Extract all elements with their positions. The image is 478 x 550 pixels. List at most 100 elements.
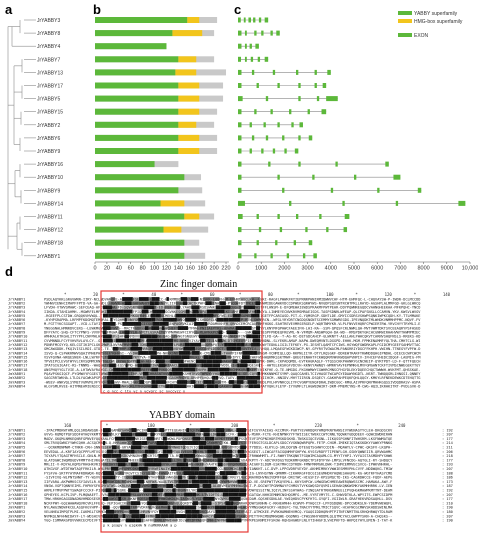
conserved-residue-block bbox=[214, 380, 222, 384]
conserved-residue-block bbox=[226, 346, 237, 351]
alignment-block-2: 160 * 180 * 200 * 220 * 240 JrYABBY1 -IPACPMDKWTHM… bbox=[8, 423, 453, 528]
conserved-residue-block bbox=[173, 322, 184, 326]
conserved-residue-block bbox=[139, 334, 152, 339]
exon-box bbox=[238, 69, 242, 75]
exon-box bbox=[272, 148, 276, 154]
conserved-residue-block bbox=[118, 313, 131, 318]
conserved-residue-block bbox=[133, 371, 143, 376]
exon-box bbox=[282, 135, 285, 141]
exon-box bbox=[238, 30, 242, 36]
conserved-residue-block bbox=[218, 330, 223, 335]
conserved-residue-block bbox=[117, 514, 123, 519]
conserved-residue-block bbox=[178, 363, 182, 368]
conserved-residue-block bbox=[110, 380, 115, 384]
conserved-residue-block bbox=[200, 338, 206, 343]
conserved-residue-block bbox=[132, 305, 139, 310]
conserved-residue-block bbox=[165, 384, 170, 389]
exon-box bbox=[238, 240, 242, 246]
conserved-residue-block bbox=[197, 514, 203, 519]
panel-d-letter: d bbox=[5, 264, 13, 279]
conserved-residue-block bbox=[248, 309, 255, 314]
conserved-residue-block bbox=[156, 466, 165, 471]
alignment-position-label: 100 bbox=[326, 292, 334, 297]
alignment-position-label: * bbox=[356, 423, 359, 428]
alignment-consensus: p k psapv n eiqkHA N nuMKRRAAR a p bbox=[103, 524, 177, 528]
sequence-name: JrYABBY4 bbox=[8, 310, 25, 314]
conserved-residue-block bbox=[244, 342, 252, 347]
conserved-residue-block bbox=[159, 338, 162, 343]
conserved-residue-block bbox=[234, 380, 237, 384]
conserved-residue-block bbox=[121, 346, 131, 351]
exon-box bbox=[277, 214, 280, 219]
exon-box bbox=[342, 200, 345, 206]
conserved-residue-block bbox=[204, 436, 210, 441]
conserved-residue-block bbox=[181, 449, 193, 454]
conserved-residue-block bbox=[228, 496, 241, 501]
conserved-residue-block bbox=[240, 313, 252, 318]
conserved-residue-block bbox=[168, 514, 175, 519]
conserved-residue-block bbox=[108, 432, 112, 437]
alignment-position-label: 200 bbox=[231, 423, 239, 428]
exon-box bbox=[238, 253, 242, 259]
exon-box bbox=[258, 17, 262, 23]
exon-box bbox=[244, 56, 247, 62]
conserved-residue-block bbox=[231, 363, 238, 368]
sequence-name: JrYABBY14 bbox=[8, 351, 27, 355]
conserved-residue-block bbox=[174, 479, 179, 484]
conserved-residue-block bbox=[191, 514, 198, 519]
conserved-residue-block bbox=[188, 479, 193, 484]
conserved-residue-block bbox=[140, 301, 150, 306]
conserved-residue-block bbox=[126, 338, 130, 343]
conserved-residue-block bbox=[239, 453, 246, 458]
conserved-residue-block bbox=[215, 346, 227, 351]
sequence-residues: TMW-HRKHGAGGDNADNVHMDDSESRIPQWAWGGTSSR-N… bbox=[44, 497, 393, 501]
conserved-residue-block bbox=[173, 346, 184, 351]
conserved-residue-block bbox=[216, 518, 227, 523]
alignment-position-label: 160 bbox=[64, 423, 72, 428]
conserved-residue-block bbox=[112, 338, 116, 343]
sequence-name: JrYABBY13 bbox=[8, 480, 27, 484]
conserved-residue-block bbox=[244, 449, 246, 454]
conserved-residue-block bbox=[225, 436, 235, 441]
conserved-residue-block bbox=[217, 338, 223, 343]
conserved-residue-block bbox=[179, 384, 187, 389]
hmg-domain-segment bbox=[178, 56, 197, 63]
conserved-residue-block bbox=[218, 367, 230, 372]
conserved-residue-block bbox=[176, 462, 186, 467]
conserved-residue-block bbox=[203, 313, 207, 318]
conserved-residue-block bbox=[179, 505, 185, 510]
conserved-residue-block bbox=[137, 462, 145, 467]
conserved-residue-block bbox=[151, 380, 156, 384]
conserved-residue-block bbox=[110, 297, 116, 301]
conserved-residue-block bbox=[157, 458, 168, 463]
conserved-residue-block bbox=[198, 309, 203, 314]
conserved-residue-block bbox=[124, 330, 130, 335]
alignment-position-label: 40 bbox=[151, 292, 156, 297]
exon-box bbox=[244, 43, 247, 49]
conserved-residue-block bbox=[124, 301, 132, 306]
conserved-residue-block bbox=[225, 471, 237, 476]
sequence-residues: -WEEV-ANKVQLSYMETVGMVMLVFYFQ-YMDSWV-MWAL… bbox=[44, 380, 421, 384]
conserved-residue-block bbox=[176, 458, 184, 463]
exon-box bbox=[282, 187, 285, 193]
conserved-residue-block bbox=[181, 436, 193, 441]
conserved-residue-block bbox=[131, 367, 141, 372]
conserved-residue-block bbox=[239, 309, 249, 314]
gene-length-axis: 0 1000 2000 3000 4000 5000 6000 7000 8000 9000 10,… bbox=[236, 261, 478, 272]
conserved-residue-block bbox=[225, 458, 230, 463]
conserved-residue-block bbox=[141, 492, 152, 497]
conserved-residue-block bbox=[176, 496, 180, 501]
conserved-residue-block bbox=[112, 305, 118, 310]
conserved-residue-block bbox=[140, 484, 152, 488]
conserved-residue-block bbox=[200, 501, 212, 506]
conserved-residue-block bbox=[152, 322, 160, 326]
conserved-residue-block bbox=[240, 346, 244, 351]
conserved-residue-block bbox=[203, 432, 210, 437]
conserved-residue-block bbox=[204, 384, 208, 389]
sequence-end-position: : 190 bbox=[442, 506, 453, 510]
exon-box bbox=[251, 69, 255, 75]
conserved-residue-block bbox=[182, 432, 193, 437]
sequence-name: JmYABBY3 bbox=[8, 514, 25, 518]
conserved-residue-block bbox=[229, 458, 240, 463]
